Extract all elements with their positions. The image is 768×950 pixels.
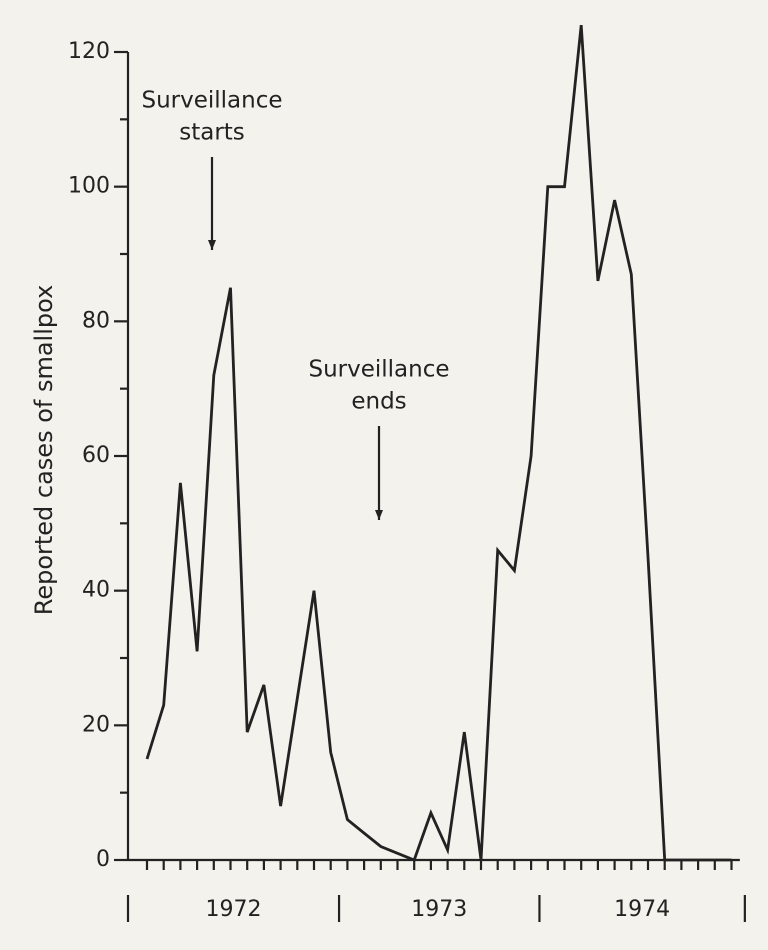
group-label: 1972 xyxy=(206,897,262,922)
y-tick-label: 40 xyxy=(82,578,110,603)
y-tick-label: 0 xyxy=(96,847,110,872)
y-tick-label: 20 xyxy=(82,712,110,737)
annotation-arrowhead xyxy=(208,240,216,250)
y-tick-label: 120 xyxy=(68,39,110,64)
annotation-arrowhead xyxy=(375,510,383,520)
y-axis-label: Reported cases of smallpox xyxy=(30,285,58,616)
annotation-text: ends xyxy=(351,389,406,415)
data-line xyxy=(145,24,732,862)
y-tick-label: 100 xyxy=(68,174,110,199)
group-label: 1973 xyxy=(411,897,467,922)
group-label: 1974 xyxy=(614,897,670,922)
y-tick-label: 80 xyxy=(82,308,110,333)
annotation-text: starts xyxy=(179,120,245,146)
y-tick-label: 60 xyxy=(82,443,110,468)
annotation-text: Surveillance xyxy=(141,88,282,114)
annotation-text: Surveillance xyxy=(308,357,449,383)
